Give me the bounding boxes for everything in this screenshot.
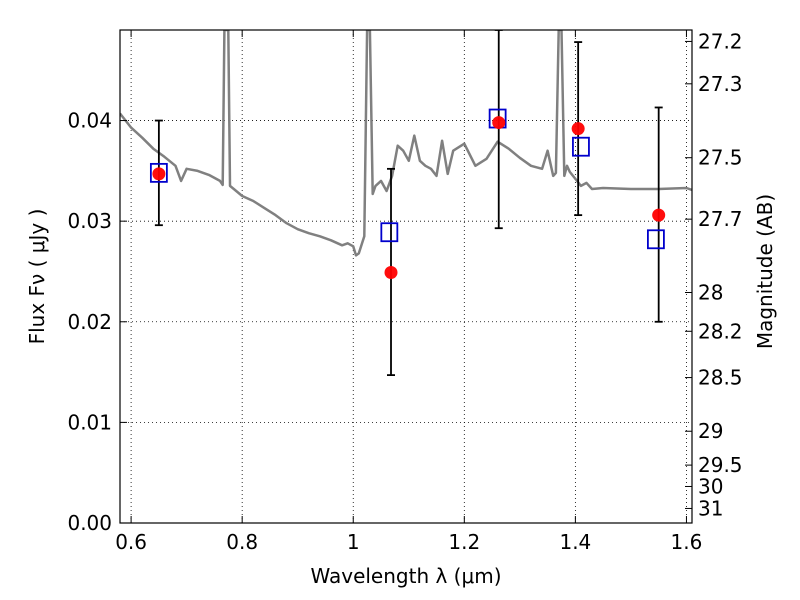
y2-tick-label: 27.2 xyxy=(698,29,743,53)
y2-tick-label: 29 xyxy=(698,419,723,443)
axis-ticks: 0.6 0.8 1 1.2 1.4 1.6 0.00 0.01 0.02 0.03 0.04 27.2… xyxy=(67,29,742,554)
plot-area xyxy=(120,30,692,377)
model-spectrum-line xyxy=(120,30,692,257)
observed-point xyxy=(652,208,666,222)
observed-point xyxy=(384,265,398,279)
x-tick-label: 0.6 xyxy=(115,530,147,554)
y-tick-label: 0.01 xyxy=(67,410,112,434)
synthetic-square-marker xyxy=(572,136,590,157)
grid-lines xyxy=(120,30,692,524)
observed-point xyxy=(152,167,166,181)
synthetic-square-marker xyxy=(647,229,665,250)
y2-tick-label: 30 xyxy=(698,474,723,498)
y-tick-label: 0.00 xyxy=(67,511,112,535)
y2-tick-label: 31 xyxy=(698,496,723,520)
plot-frame xyxy=(119,29,693,524)
y2-tick-label: 28.2 xyxy=(698,319,743,343)
synthetic-square-marker xyxy=(380,222,399,243)
x-axis-label: Wavelength λ (μm) xyxy=(310,564,501,588)
y2-tick-label: 28.5 xyxy=(698,366,743,390)
y2-tick-label: 27.7 xyxy=(698,207,743,231)
y2-tick-label: 27.5 xyxy=(698,146,743,170)
y2-tick-label: 29.5 xyxy=(698,453,743,477)
x-tick-label: 1.6 xyxy=(671,530,703,554)
synthetic-square-marker xyxy=(149,162,168,183)
y2-axis-label: Magnitude (AB) xyxy=(753,194,777,349)
x-tick-label: 1.4 xyxy=(559,530,591,554)
y-tick-label: 0.03 xyxy=(67,209,112,233)
observed-point xyxy=(571,122,585,136)
y2-tick-label: 28 xyxy=(698,281,723,305)
x-tick-label: 0.8 xyxy=(226,530,258,554)
x-tick-label: 1.2 xyxy=(448,530,480,554)
y-axis-label: Flux Fν ( μJy ) xyxy=(25,209,49,345)
y-tick-label: 0.02 xyxy=(67,310,112,334)
y-tick-label: 0.04 xyxy=(67,109,112,133)
x-tick-label: 1 xyxy=(347,530,360,554)
y2-tick-label: 27.3 xyxy=(698,72,743,96)
observed-point xyxy=(492,116,506,130)
